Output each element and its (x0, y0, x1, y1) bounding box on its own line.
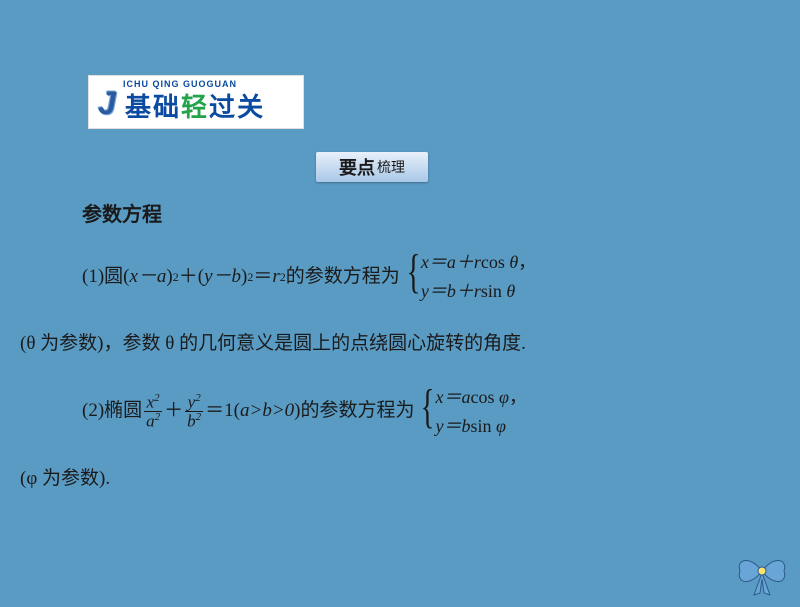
banner2-bold: 要点 (339, 154, 375, 180)
frac-x2a2: x2 a2 (144, 393, 162, 429)
banner-zh: 基础轻过关 (125, 87, 265, 124)
item2-cases: { x＝acos φ， y＝bsin φ (416, 383, 527, 441)
item2-line1: (2)椭圆 x2 a2 ＋ y2 b2 ＝1( a>b>0 )的参数方程为 { … (82, 383, 780, 441)
content: 参数方程 (1)圆( x－a )2 ＋( y－b )2 ＝ r2 的参数方程为 … (20, 200, 780, 499)
item1-cases: { x＝a＋rcos θ， y＝b＋rsin θ (402, 248, 536, 306)
item1-line1: (1)圆( x－a )2 ＋( y－b )2 ＝ r2 的参数方程为 { x＝a… (82, 248, 780, 306)
logo-letter: J (91, 80, 123, 126)
frac-y2b2: y2 b2 (185, 393, 203, 429)
bow-decoration-icon (732, 549, 792, 599)
slide: J ICHU QING GUOGUAN 基础轻过关 要点 梳理 参数方程 (1)… (0, 0, 800, 607)
banner2-script: 梳理 (377, 157, 405, 177)
heading: 参数方程 (82, 200, 780, 230)
item1-line2: (θ 为参数)，参数 θ 的几何意义是圆上的点绕圆心旋转的角度. (20, 330, 780, 359)
banner-yaodian: 要点 梳理 (316, 152, 428, 182)
item2-line2: (φ 为参数). (20, 465, 780, 494)
banner-jichu: J ICHU QING GUOGUAN 基础轻过关 (88, 75, 304, 129)
